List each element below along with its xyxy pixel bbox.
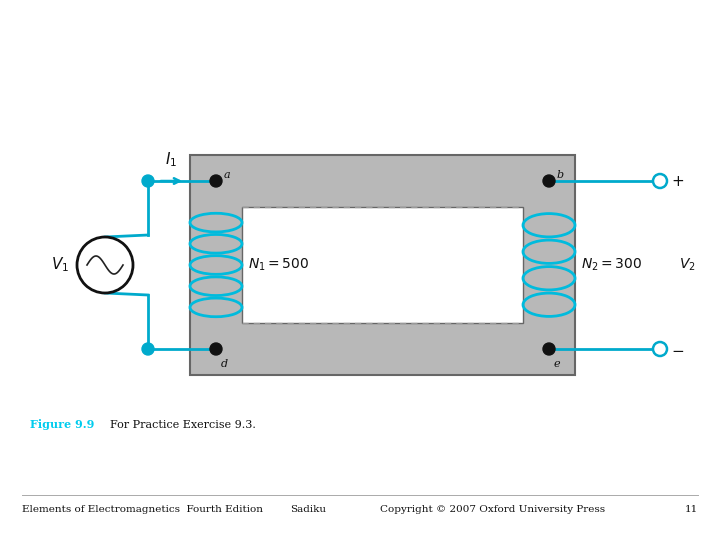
Circle shape bbox=[77, 237, 133, 293]
Text: $I_1$: $I_1$ bbox=[166, 150, 178, 169]
Bar bbox=[242, 207, 523, 323]
Circle shape bbox=[543, 343, 555, 355]
Text: a: a bbox=[224, 170, 230, 180]
Text: Copyright © 2007 Oxford University Press: Copyright © 2007 Oxford University Press bbox=[380, 505, 605, 515]
Circle shape bbox=[543, 175, 555, 187]
Text: $-$: $-$ bbox=[671, 341, 684, 356]
Text: Elements of Electromagnetics  Fourth Edition: Elements of Electromagnetics Fourth Edit… bbox=[22, 505, 263, 515]
Text: d: d bbox=[221, 359, 228, 369]
Text: $N_1 = 500$: $N_1 = 500$ bbox=[248, 257, 310, 273]
Text: Figure 9.9: Figure 9.9 bbox=[30, 419, 94, 430]
Text: +: + bbox=[671, 173, 684, 188]
Text: b: b bbox=[557, 170, 564, 180]
Circle shape bbox=[210, 175, 222, 187]
Text: Sadiku: Sadiku bbox=[290, 505, 326, 515]
Text: $N_2 = 300$: $N_2 = 300$ bbox=[581, 257, 642, 273]
Text: 11: 11 bbox=[685, 505, 698, 515]
Text: $V_1$: $V_1$ bbox=[51, 255, 69, 274]
Circle shape bbox=[653, 342, 667, 356]
Text: $V_2$: $V_2$ bbox=[679, 257, 696, 273]
Circle shape bbox=[142, 343, 154, 355]
Circle shape bbox=[210, 343, 222, 355]
Bar bbox=[190, 155, 575, 375]
Text: For Practice Exercise 9.3.: For Practice Exercise 9.3. bbox=[103, 420, 256, 430]
Text: e: e bbox=[554, 359, 561, 369]
Circle shape bbox=[653, 174, 667, 188]
Circle shape bbox=[142, 175, 154, 187]
